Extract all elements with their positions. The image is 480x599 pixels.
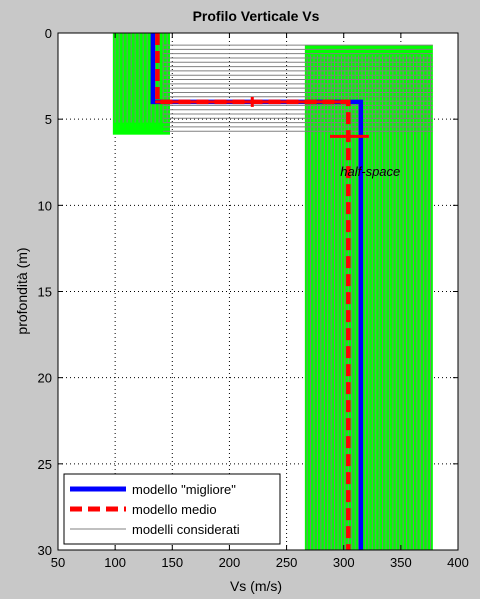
x-tick-label: 300: [333, 555, 355, 570]
legend-label-best: modello "migliore": [132, 482, 236, 497]
plot-area: 50 100 150 200 250 300 350 400 0 5 10 15 20 25 30: [38, 26, 469, 570]
envelope-layer1: [112, 33, 170, 135]
x-tick-label: 150: [161, 555, 183, 570]
legend-label-models: modelli considerati: [132, 522, 240, 537]
y-tick-label: 20: [38, 371, 52, 386]
half-space-annotation: half-space: [340, 164, 400, 179]
y-tick-label: 5: [45, 112, 52, 127]
y-tick-label: 30: [38, 543, 52, 558]
x-tick-label: 200: [219, 555, 241, 570]
error-bars: [155, 96, 369, 142]
x-tick-label: 50: [51, 555, 65, 570]
y-axis-label: profondità (m): [14, 247, 30, 334]
x-axis-label: Vs (m/s): [230, 578, 282, 594]
legend: modello "migliore" modello medio modelli…: [63, 473, 281, 545]
axis-ticks: 50 100 150 200 250 300 350 400 0 5 10 15 20 25 30: [38, 26, 469, 570]
y-tick-label: 15: [38, 285, 52, 300]
considered-models-lines: [114, 33, 433, 550]
x-tick-label: 350: [390, 555, 412, 570]
y-tick-label: 10: [38, 198, 52, 213]
x-tick-label: 100: [104, 555, 126, 570]
x-tick-label: 250: [276, 555, 298, 570]
y-tick-label: 0: [45, 26, 52, 41]
y-tick-label: 25: [38, 457, 52, 472]
legend-label-mean: modello medio: [132, 502, 217, 517]
x-tick-label: 400: [447, 555, 469, 570]
chart-title: Profilo Verticale Vs: [193, 8, 320, 24]
